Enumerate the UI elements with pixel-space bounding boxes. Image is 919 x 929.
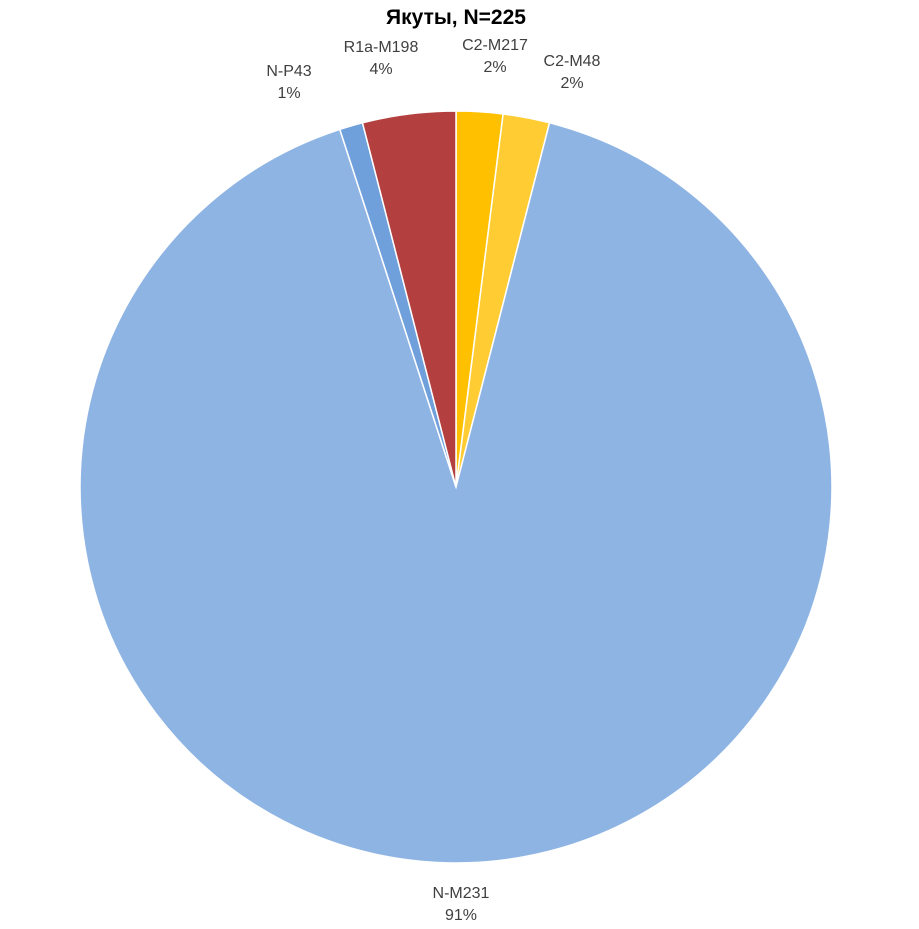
slice-label-name: R1a-M198 (344, 39, 419, 56)
slice-label-percent: 2% (483, 59, 506, 76)
chart-title: Якуты, N=225 (386, 6, 526, 29)
slice-label-name: N-M231 (433, 885, 490, 902)
slice-label-name: C2-M217 (462, 37, 528, 54)
pie-slices (79, 110, 833, 864)
pie-slice-r1a-m198 (361, 110, 457, 488)
slice-label-name: N-P43 (266, 63, 311, 80)
pie-slice-n-m231 (79, 121, 833, 864)
slice-labels: C2-M217 2% C2-M48 2% N-M231 91% N-P43 1% R1a-M19… (266, 37, 600, 924)
slice-label-percent: 1% (277, 85, 300, 102)
slice-label-percent: 2% (560, 75, 583, 92)
slice-label-name: C2-M48 (544, 53, 601, 70)
slice-label-percent: 4% (369, 61, 392, 78)
slice-label-percent: 91% (445, 907, 477, 924)
